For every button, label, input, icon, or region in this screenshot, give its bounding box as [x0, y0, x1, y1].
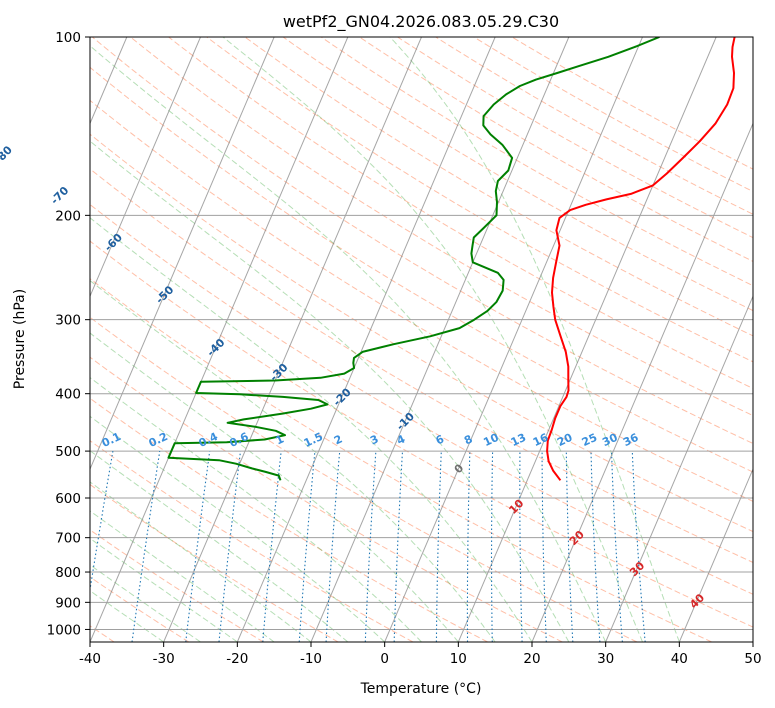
moist-adiabat — [90, 217, 533, 642]
y-tick-label: 1000 — [47, 622, 81, 638]
mixing-ratio-label: 25 — [580, 431, 599, 449]
isotherm-line — [531, 122, 753, 642]
x-tick-label: -20 — [226, 651, 248, 667]
dry-adiabat — [90, 483, 339, 642]
moist-adiabat — [90, 510, 275, 642]
dry-adiabat — [320, 37, 753, 287]
y-tick-label: 300 — [55, 313, 81, 329]
moist-adiabat — [222, 37, 643, 642]
dry-adiabat — [282, 37, 753, 312]
dry-adiabat — [90, 278, 712, 642]
isotherm-line — [236, 37, 496, 642]
isotherm-line — [90, 37, 349, 642]
isotherm-line — [163, 37, 422, 642]
x-tick-label: 30 — [597, 651, 614, 667]
mixing-ratio-line — [298, 451, 316, 642]
x-tick-label: 50 — [744, 651, 761, 667]
dry-adiabat — [90, 240, 753, 628]
isotherm-line — [605, 295, 753, 642]
dry-adiabat — [130, 37, 753, 417]
x-axis-label: Temperature (°C) — [360, 681, 482, 697]
moist-adiabat — [90, 415, 386, 642]
temperature-trace — [546, 37, 736, 481]
moist-adiabat — [90, 564, 201, 642]
x-tick-label: -10 — [300, 651, 322, 667]
mixing-ratio-line — [218, 451, 242, 642]
mixing-ratio-label: 20 — [555, 431, 575, 449]
background-lines — [90, 37, 753, 642]
moist-adiabat — [90, 537, 238, 642]
isotherm-line — [90, 37, 275, 471]
dry-adiabat — [206, 37, 753, 363]
mixing-ratio-line — [631, 451, 646, 642]
x-tick-label: 20 — [523, 651, 540, 667]
mixing-ratio-label: 36 — [621, 431, 641, 449]
mixing-ratio-line — [262, 451, 282, 642]
x-tick-label: -30 — [153, 651, 175, 667]
plot-frame — [89, 36, 754, 643]
dewpoint-trace — [167, 37, 660, 481]
mixing-ratio-label: 13 — [509, 431, 528, 449]
chart-title: wetPf2_GN04.2026.083.05.29.C30 — [283, 12, 559, 32]
mixing-ratio-label: 10 — [481, 431, 501, 449]
plot-background — [90, 37, 753, 642]
sounding-traces — [167, 37, 736, 481]
isotherm-line — [678, 467, 753, 642]
y-tick-label: 400 — [55, 387, 81, 403]
x-tick-label: -40 — [79, 651, 101, 667]
y-tick-label: 100 — [55, 30, 81, 46]
moist-adiabat — [90, 140, 570, 642]
isotherm-line — [90, 37, 201, 298]
mixing-ratio-label: 30 — [600, 431, 620, 449]
mixing-ratio-label: 16 — [531, 431, 551, 449]
isotherm-line — [457, 37, 717, 642]
x-tick-label: 0 — [380, 651, 389, 667]
y-tick-label: 200 — [55, 208, 81, 224]
isotherm-line — [384, 37, 643, 642]
dry-adiabat — [473, 37, 753, 193]
moist-adiabat — [90, 280, 496, 642]
dry-adiabat — [90, 133, 753, 533]
y-tick-label: 500 — [55, 444, 81, 460]
y-tick-label: 600 — [55, 491, 81, 507]
y-axis-label: Pressure (hPa) — [12, 289, 28, 389]
isotherm-line — [310, 37, 570, 642]
dry-adiabat — [90, 316, 638, 642]
y-tick-label: 700 — [55, 531, 81, 547]
dry-adiabat — [91, 37, 753, 445]
dry-adiabat — [90, 66, 753, 473]
mixing-ratio-line — [90, 451, 114, 594]
mixing-ratio-line — [131, 451, 161, 642]
moist-adiabat — [90, 332, 459, 642]
x-tick-label: 10 — [450, 651, 467, 667]
axis-ticks: -40 -30 -20 -10 0 10 20 30 40 50 100 200 300 400 500 60… — [47, 30, 762, 667]
moist-adiabat — [90, 45, 607, 642]
dry-adiabat — [168, 37, 753, 389]
dry-adiabat — [435, 37, 753, 215]
moist-adiabat — [90, 590, 164, 642]
x-tick-label: 40 — [671, 651, 688, 667]
moist-adiabat — [90, 481, 312, 642]
y-tick-label: 800 — [55, 565, 81, 581]
mixing-ratio-line — [185, 451, 211, 642]
moist-adiabat — [389, 37, 680, 642]
y-tick-label: 900 — [55, 595, 81, 611]
moist-adiabat — [90, 450, 349, 642]
dry-adiabat — [90, 440, 414, 642]
